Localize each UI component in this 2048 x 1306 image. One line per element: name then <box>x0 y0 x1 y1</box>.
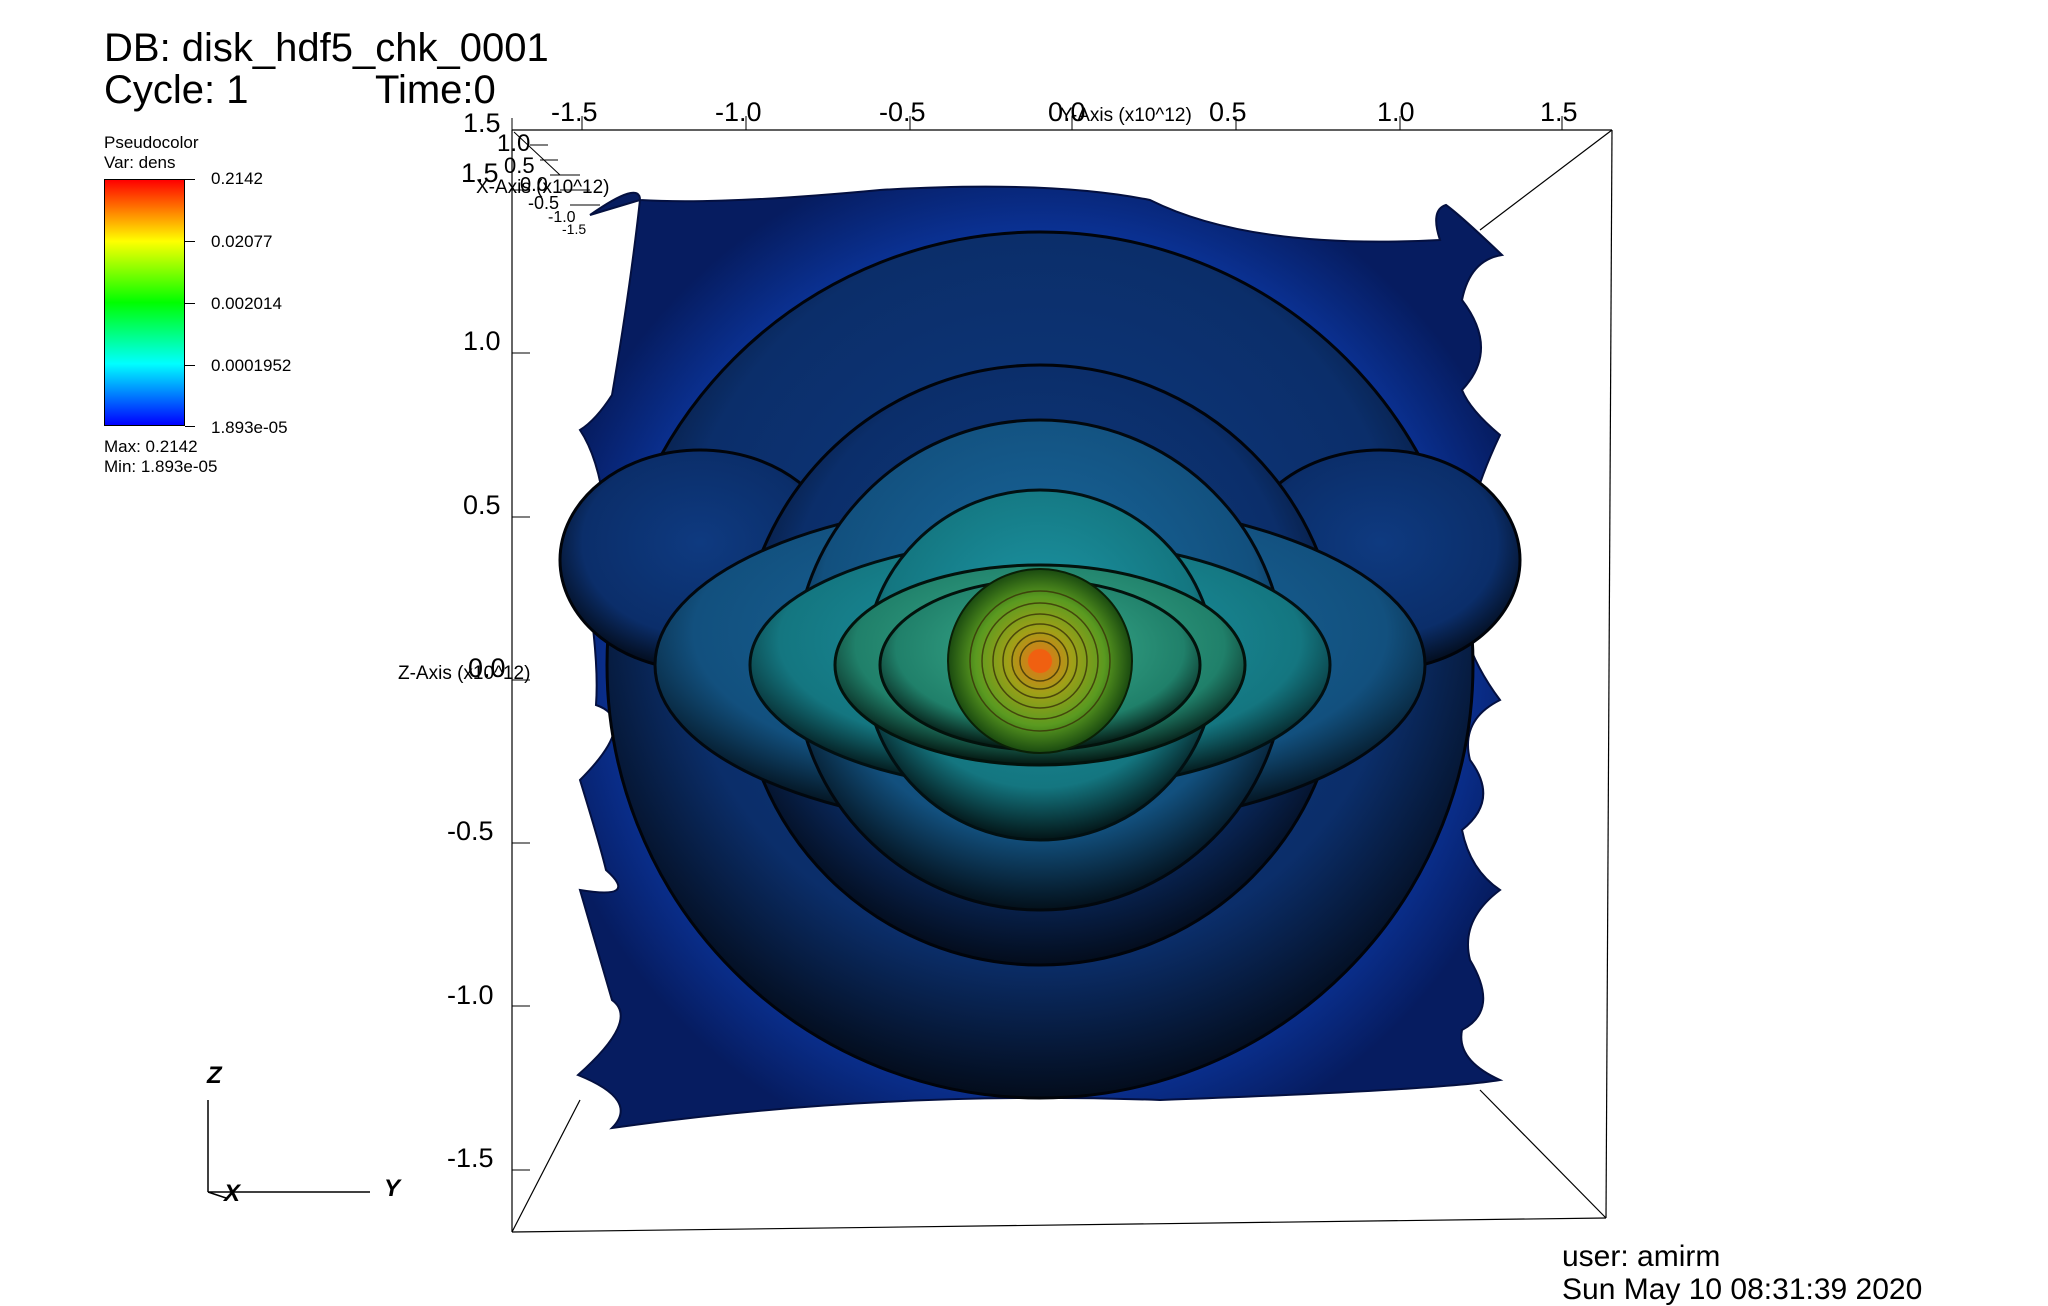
left-tick-label: 0.5 <box>463 490 501 520</box>
legend-tick-mark <box>185 303 195 304</box>
left-tick-label: -1.5 <box>447 1143 494 1173</box>
top-tick-label: 1.0 <box>1377 97 1415 127</box>
left-tick-label: 1.5 <box>463 108 501 138</box>
top-tick-label: -1.0 <box>715 97 762 127</box>
core-rings <box>969 590 1111 732</box>
x-axis-label: X-Axis (x10^12) <box>476 177 610 198</box>
legend-tick-label: 0.02077 <box>211 232 273 251</box>
corner-tick-label: 0.5 <box>504 153 535 178</box>
corner-tick-label: 1.5 <box>461 158 499 188</box>
triad-z-label: Z <box>207 1062 222 1089</box>
legend-tick-mark <box>185 179 195 180</box>
legend-max: Max: 0.2142 <box>104 437 198 456</box>
corner-tick-label: 0.0 <box>520 174 548 196</box>
axis-triad <box>207 1100 370 1199</box>
left-tick-label: -1.0 <box>447 980 494 1010</box>
corner-tick-label: -1.0 <box>548 209 576 226</box>
left-tick-label: 0.0 <box>468 653 506 683</box>
legend-tick-label: 1.893e-05 <box>211 418 288 437</box>
corner-axis-ticks <box>513 131 600 206</box>
db-title: DB: disk_hdf5_chk_0001 <box>104 26 549 70</box>
legend-tick-mark <box>185 365 195 366</box>
top-tick-label: -1.5 <box>551 97 598 127</box>
legend-min: Min: 1.893e-05 <box>104 457 218 476</box>
legend-color-bar <box>104 179 185 426</box>
legend-tick-label: 0.2142 <box>211 169 263 188</box>
corner-tick-label: 1.0 <box>497 130 531 157</box>
top-tick-label: 0.0 <box>1048 97 1086 127</box>
corner-tick-label: -1.5 <box>562 221 587 237</box>
triad-y-label: Y <box>384 1175 401 1202</box>
top-tick-label: 0.5 <box>1209 97 1247 127</box>
time-label: Time:0 <box>375 68 496 112</box>
triad-x-label: X <box>224 1180 241 1207</box>
left-tick-label: -0.5 <box>447 816 494 846</box>
y-axis-label: Y-Axis (x10^12) <box>1060 105 1192 126</box>
top-tick-label: 1.5 <box>1540 97 1578 127</box>
legend-plot-type: Pseudocolor <box>104 133 199 152</box>
core-center <box>1028 649 1052 673</box>
top-tick-label: -0.5 <box>879 97 926 127</box>
user-label: user: amirm <box>1562 1240 1721 1273</box>
date-label: Sun May 10 08:31:39 2020 <box>1562 1273 1923 1306</box>
legend-tick-label: 0.002014 <box>211 294 282 313</box>
legend-tick-mark <box>185 426 195 427</box>
legend-variable: Var: dens <box>104 153 176 172</box>
top-axis-ticks <box>511 116 1563 130</box>
legend-tick-mark <box>185 241 195 242</box>
corner-tick-label: -0.5 <box>528 193 560 213</box>
legend-tick-label: 0.0001952 <box>211 356 292 375</box>
left-tick-label: 1.0 <box>463 326 501 356</box>
left-axis-ticks <box>512 189 530 1171</box>
bounding-box <box>511 129 1613 1233</box>
z-axis-label: Z-Axis (x10^12) <box>398 663 531 684</box>
cycle-label: Cycle: 1 <box>104 68 249 112</box>
